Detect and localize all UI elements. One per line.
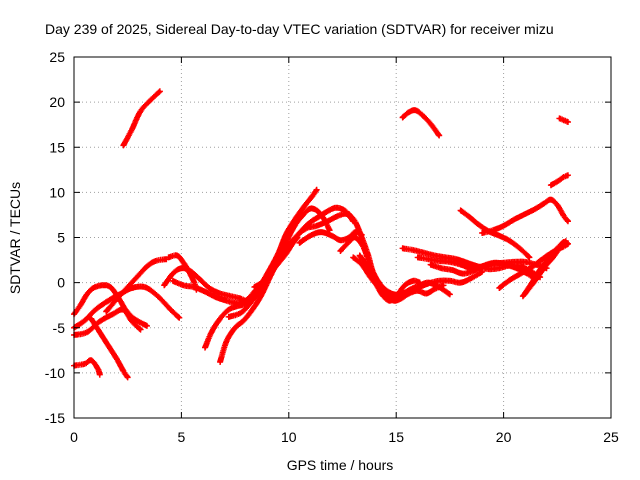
y-tick-label: 20 — [49, 94, 65, 110]
series-s28 — [519, 238, 569, 300]
series-s1 — [120, 88, 163, 149]
plus-markers — [296, 229, 365, 246]
series-s2 — [71, 357, 103, 378]
data-series — [71, 88, 571, 381]
plus-markers — [217, 205, 333, 365]
series-s11 — [202, 186, 320, 351]
plus-markers — [479, 196, 571, 236]
chart-title: Day 239 of 2025, Sidereal Day-to-day VTE… — [45, 21, 554, 37]
y-axis-title: SDTVAR / TECUs — [7, 182, 23, 294]
series-s25 — [479, 196, 571, 236]
y-tick-label: 10 — [49, 184, 65, 200]
plus-markers — [103, 256, 170, 315]
axis-ticks — [73, 56, 612, 419]
plus-markers — [547, 172, 571, 189]
plus-markers — [161, 265, 251, 306]
x-tick-label: 15 — [388, 429, 404, 445]
series-s6 — [88, 315, 131, 381]
x-tick-label: 5 — [178, 429, 186, 445]
plus-markers — [519, 238, 569, 300]
plus-markers — [120, 88, 163, 149]
y-tick-label: 5 — [57, 230, 65, 246]
x-axis-title: GPS time / hours — [287, 457, 394, 473]
plus-markers — [71, 357, 103, 378]
y-tick-label: 15 — [49, 139, 65, 155]
y-tick-label: -5 — [53, 320, 66, 336]
series-s23 — [399, 107, 443, 139]
x-tick-label: 20 — [496, 429, 512, 445]
series-s14 — [251, 204, 355, 291]
plus-markers — [556, 115, 571, 125]
y-tick-label: -10 — [45, 365, 65, 381]
series-s30 — [556, 115, 571, 125]
series-s15 — [296, 229, 365, 246]
y-tick-label: -15 — [45, 410, 65, 426]
plus-markers — [399, 107, 443, 139]
series-s19 — [350, 254, 447, 304]
plus-markers — [88, 315, 131, 381]
series-s7 — [103, 256, 170, 315]
x-axis-tick-labels: 0 5 10 15 20 25 — [70, 429, 619, 445]
series-s9 — [161, 265, 251, 306]
x-tick-label: 0 — [70, 429, 78, 445]
y-axis-tick-labels: 25 20 15 10 5 0 -5 -10 -15 — [45, 49, 65, 426]
plus-markers — [350, 254, 447, 304]
plus-markers — [251, 204, 355, 291]
series-s12 — [217, 205, 333, 365]
x-tick-label: 25 — [603, 429, 619, 445]
y-tick-label: 0 — [57, 275, 65, 291]
y-tick-label: 25 — [49, 49, 65, 65]
series-s29 — [547, 172, 571, 189]
x-tick-label: 10 — [281, 429, 297, 445]
plus-markers — [202, 186, 320, 351]
